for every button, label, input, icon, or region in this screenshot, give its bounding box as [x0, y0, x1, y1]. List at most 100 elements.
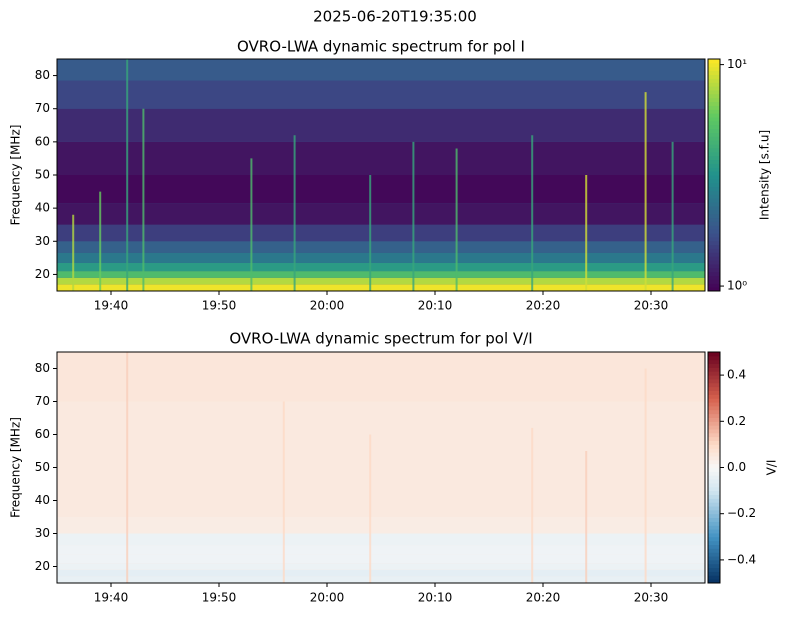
x-tick-label: 20:00 [310, 299, 345, 313]
frequency-band [57, 352, 705, 374]
frequency-band [57, 203, 705, 225]
colorbar-cell [708, 59, 720, 64]
colorbar-cell [708, 225, 720, 230]
colorbar-cell [708, 475, 720, 480]
colorbar-cell [708, 97, 720, 103]
colorbar-cell [708, 283, 720, 288]
colorbar-cell [708, 240, 720, 246]
y-tick-label: 60 [35, 134, 50, 148]
colorbar-cell [708, 371, 720, 376]
y-tick-label: 40 [35, 493, 50, 507]
colorbar-cell [708, 267, 720, 273]
colorbar-cell [708, 136, 720, 141]
colorbar-cell [708, 579, 720, 584]
frequency-band [57, 175, 705, 204]
colorbar-cell [708, 213, 720, 219]
frequency-band [57, 108, 705, 142]
frequency-band [57, 252, 705, 263]
colorbar-cell [708, 436, 720, 442]
colorbar-cell [708, 506, 720, 511]
frequency-band [57, 271, 705, 278]
colorbar-cell [708, 532, 720, 538]
y-tick-label: 20 [35, 267, 50, 281]
colorbar-cell [708, 479, 720, 484]
colorbar-cell [708, 163, 720, 168]
colorbar-cell [708, 502, 720, 507]
colorbar-cell [708, 217, 720, 222]
colorbar-cell [708, 559, 720, 565]
x-tick-label: 19:50 [202, 299, 237, 313]
colorbar-cell [708, 140, 720, 145]
colorbar-tick-label: −0.2 [727, 506, 756, 520]
colorbar-cell [708, 186, 720, 191]
colorbar-cell [708, 159, 720, 164]
x-tick-label: 19:40 [94, 299, 129, 313]
colorbar-cell [708, 425, 720, 430]
colorbar-cell [708, 486, 720, 492]
colorbar-cell [708, 556, 720, 561]
frequency-band [57, 533, 705, 546]
colorbar-cell [708, 440, 720, 445]
x-tick-label: 20:10 [418, 299, 453, 313]
colorbar-cell [708, 525, 720, 530]
colorbar-cell [708, 402, 720, 407]
colorbar-cell [708, 263, 720, 269]
colorbar-cell [708, 89, 720, 95]
panel-title: OVRO-LWA dynamic spectrum for pol V/I [229, 330, 532, 348]
colorbar-cell [708, 256, 720, 261]
colorbar-cell [708, 124, 720, 130]
colorbar-cell [708, 151, 720, 157]
x-tick-label: 20:00 [310, 591, 345, 605]
colorbar-cell [708, 171, 720, 176]
colorbar-cell [708, 429, 720, 434]
panel-title: OVRO-LWA dynamic spectrum for pol I [237, 38, 525, 56]
x-tick-label: 19:40 [94, 591, 129, 605]
colorbar-cell [708, 236, 720, 242]
colorbar-cell [708, 182, 720, 188]
x-tick-label: 20:10 [418, 591, 453, 605]
frequency-band [57, 569, 705, 577]
colorbar-cell [708, 517, 720, 522]
colorbar-cell [708, 375, 720, 380]
colorbar-cell [708, 113, 720, 118]
frequency-band [57, 80, 705, 109]
colorbar-tick-label: 0.4 [727, 368, 746, 382]
colorbar-cell [708, 93, 720, 99]
colorbar-cell [708, 175, 720, 180]
colorbar-cell [708, 405, 720, 411]
frequency-band [57, 262, 705, 272]
colorbar-cell [708, 567, 720, 572]
spectrum [57, 59, 705, 291]
frequency-band [57, 277, 705, 285]
colorbar-cell [708, 509, 720, 515]
frequency-band [57, 401, 705, 435]
colorbar-cell [708, 482, 720, 488]
colorbar-cell [708, 279, 720, 284]
colorbar-tick-label: −0.4 [727, 552, 756, 566]
colorbar-cell [708, 467, 720, 472]
colorbar-cell [708, 271, 720, 277]
frequency-band [57, 141, 705, 175]
frequency-band [57, 563, 705, 570]
y-axis-label: Frequency [MHz] [9, 417, 23, 518]
y-tick-label: 50 [35, 460, 50, 474]
colorbar-cell [708, 352, 720, 357]
colorbar-cell [708, 455, 720, 461]
colorbar-cell [708, 144, 720, 149]
colorbar-cell [708, 70, 720, 75]
colorbar-cell [708, 62, 720, 68]
x-tick-label: 20:20 [526, 299, 561, 313]
y-tick-label: 20 [35, 559, 50, 573]
frequency-band [57, 576, 705, 583]
colorbar-cell [708, 120, 720, 126]
colorbar-label: V/I [765, 460, 779, 476]
colorbar-cell [708, 105, 720, 110]
colorbar-cell [708, 394, 720, 399]
y-tick-label: 70 [35, 394, 50, 408]
colorbar-cell [708, 202, 720, 207]
colorbar-cell [708, 571, 720, 576]
x-tick-label: 20:30 [634, 299, 669, 313]
colorbar-cell [708, 444, 720, 449]
y-tick-label: 40 [35, 201, 50, 215]
frequency-band [57, 434, 705, 468]
